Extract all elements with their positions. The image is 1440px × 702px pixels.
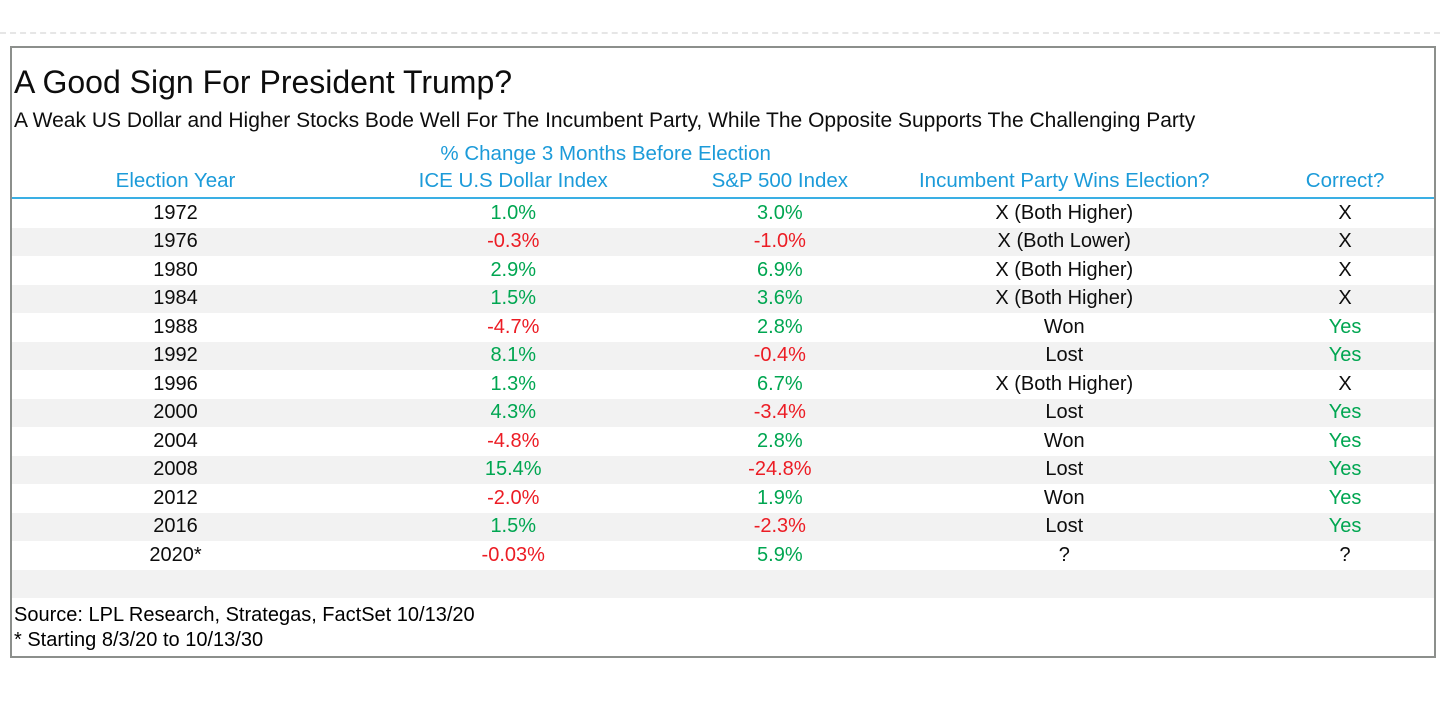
cell-correct: X bbox=[1338, 230, 1352, 253]
cell-year: 2008 bbox=[153, 458, 198, 481]
table-row: 1984 1.5% 3.6% X (Both Higher) X bbox=[12, 284, 1434, 313]
cell-year: 1988 bbox=[153, 315, 198, 338]
cell-sp: 3.0% bbox=[757, 201, 803, 224]
cell-incumbent: Lost bbox=[1045, 458, 1084, 481]
cell-correct: ? bbox=[1339, 543, 1351, 566]
table-row: 1988 -4.7% 2.8% Won Yes bbox=[12, 313, 1434, 342]
cell-incumbent: X (Both Lower) bbox=[997, 230, 1131, 253]
cell-correct: X bbox=[1338, 372, 1352, 395]
cell-year: 2012 bbox=[153, 486, 198, 509]
table-row: 1992 8.1% -0.4% Lost Yes bbox=[12, 341, 1434, 370]
cell-correct: Yes bbox=[1328, 315, 1362, 338]
cell-ice: 4.3% bbox=[490, 401, 537, 424]
table-row: 2016 1.5% -2.3% Lost Yes bbox=[12, 512, 1434, 541]
cell-correct: Yes bbox=[1328, 458, 1362, 481]
cell-sp: 3.6% bbox=[757, 287, 803, 310]
table-header-row: Election Year ICE U.S Dollar Index S&P 5… bbox=[12, 168, 1434, 199]
cell-ice: 1.5% bbox=[490, 287, 537, 310]
table-row: 1976 -0.3% -1.0% X (Both Lower) X bbox=[12, 227, 1434, 256]
column-header-correct: Correct? bbox=[1305, 169, 1385, 192]
cell-ice: 1.5% bbox=[490, 515, 537, 538]
table-body: 1972 1.0% 3.0% X (Both Higher) X 1976 -0… bbox=[12, 199, 1434, 598]
cell-ice: 8.1% bbox=[490, 344, 537, 367]
top-dashed-divider bbox=[0, 32, 1440, 34]
cell-year: 2000 bbox=[153, 401, 198, 424]
table-row: 2008 15.4% -24.8% Lost Yes bbox=[12, 455, 1434, 484]
cell-ice: 1.3% bbox=[490, 372, 537, 395]
chart-title: A Good Sign For President Trump? bbox=[14, 64, 513, 100]
cell-ice: -0.3% bbox=[487, 230, 540, 253]
table-row: 2020* -0.03% 5.9% ? ? bbox=[12, 541, 1434, 570]
cell-incumbent: Won bbox=[1043, 429, 1085, 452]
cell-ice: -0.03% bbox=[481, 543, 545, 566]
cell-correct: Yes bbox=[1328, 401, 1362, 424]
empty-table-row bbox=[12, 569, 1434, 598]
cell-correct: Yes bbox=[1328, 515, 1362, 538]
cell-ice: 15.4% bbox=[484, 458, 542, 481]
cell-sp: -2.3% bbox=[753, 515, 806, 538]
chart-panel: A Good Sign For President Trump? A Weak … bbox=[10, 46, 1436, 658]
cell-year: 1976 bbox=[153, 230, 198, 253]
cell-year: 2004 bbox=[153, 429, 198, 452]
cell-ice: 2.9% bbox=[490, 258, 537, 281]
cell-incumbent: ? bbox=[1058, 543, 1070, 566]
cell-incumbent: X (Both Higher) bbox=[995, 258, 1134, 281]
cell-incumbent: Won bbox=[1043, 315, 1085, 338]
cell-incumbent: X (Both Higher) bbox=[995, 372, 1134, 395]
cell-correct: X bbox=[1338, 287, 1352, 310]
cell-ice: -4.7% bbox=[487, 315, 540, 338]
cell-sp: -24.8% bbox=[748, 458, 812, 481]
cell-sp: 2.8% bbox=[757, 315, 803, 338]
column-header-ice-dollar-index: ICE U.S Dollar Index bbox=[418, 169, 608, 192]
cell-incumbent: Lost bbox=[1045, 344, 1084, 367]
cell-sp: 6.9% bbox=[757, 258, 803, 281]
column-header-sp500-index: S&P 500 Index bbox=[711, 169, 849, 192]
cell-incumbent: Lost bbox=[1045, 401, 1084, 424]
cell-sp: -3.4% bbox=[753, 401, 806, 424]
column-group-header-row: % Change 3 Months Before Election bbox=[12, 140, 1434, 168]
cell-sp: 2.8% bbox=[757, 429, 803, 452]
chart-subtitle: A Weak US Dollar and Higher Stocks Bode … bbox=[14, 109, 1196, 132]
cell-ice: 1.0% bbox=[490, 201, 537, 224]
cell-year: 2020* bbox=[149, 543, 202, 566]
source-note: Source: LPL Research, Strategas, FactSet… bbox=[14, 603, 475, 626]
cell-incumbent: Won bbox=[1043, 486, 1085, 509]
cell-correct: X bbox=[1338, 258, 1352, 281]
cell-correct: Yes bbox=[1328, 429, 1362, 452]
cell-incumbent: Lost bbox=[1045, 515, 1084, 538]
cell-year: 2016 bbox=[153, 515, 198, 538]
table-row: 1980 2.9% 6.9% X (Both Higher) X bbox=[12, 256, 1434, 285]
cell-correct: X bbox=[1338, 201, 1352, 224]
column-header-incumbent-wins: Incumbent Party Wins Election? bbox=[918, 169, 1210, 192]
table-row: 2004 -4.8% 2.8% Won Yes bbox=[12, 427, 1434, 456]
cell-sp: -0.4% bbox=[753, 344, 806, 367]
column-group-header: % Change 3 Months Before Election bbox=[440, 142, 771, 165]
cell-year: 1992 bbox=[153, 344, 198, 367]
cell-sp: 1.9% bbox=[757, 486, 803, 509]
cell-ice: -4.8% bbox=[487, 429, 540, 452]
cell-year: 1984 bbox=[153, 287, 198, 310]
table-row: 2000 4.3% -3.4% Lost Yes bbox=[12, 398, 1434, 427]
footnote: * Starting 8/3/20 to 10/13/30 bbox=[14, 628, 264, 651]
cell-year: 1972 bbox=[153, 201, 198, 224]
cell-sp: 5.9% bbox=[757, 543, 803, 566]
cell-sp: 6.7% bbox=[757, 372, 803, 395]
table-row: 1996 1.3% 6.7% X (Both Higher) X bbox=[12, 370, 1434, 399]
cell-sp: -1.0% bbox=[753, 230, 806, 253]
table-row: 1972 1.0% 3.0% X (Both Higher) X bbox=[12, 199, 1434, 228]
cell-incumbent: X (Both Higher) bbox=[995, 287, 1134, 310]
cell-ice: -2.0% bbox=[487, 486, 540, 509]
table-row: 2012 -2.0% 1.9% Won Yes bbox=[12, 484, 1434, 513]
cell-correct: Yes bbox=[1328, 344, 1362, 367]
cell-year: 1996 bbox=[153, 372, 198, 395]
cell-incumbent: X (Both Higher) bbox=[995, 201, 1134, 224]
cell-correct: Yes bbox=[1328, 486, 1362, 509]
column-header-election-year: Election Year bbox=[115, 169, 236, 192]
cell-year: 1980 bbox=[153, 258, 198, 281]
